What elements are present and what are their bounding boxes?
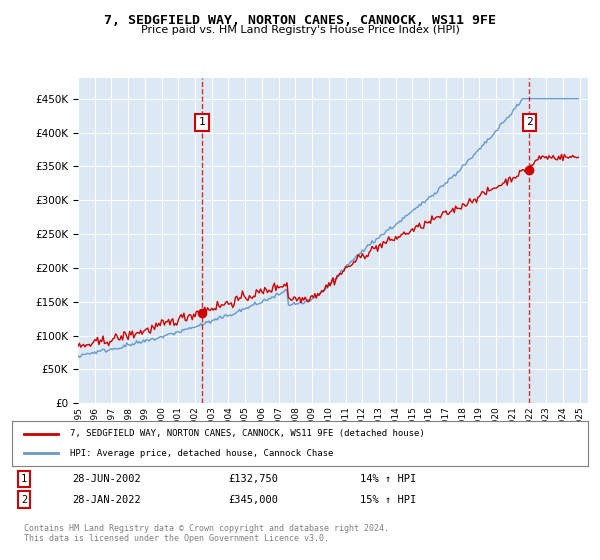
Text: 28-JAN-2022: 28-JAN-2022	[72, 494, 141, 505]
Text: 28-JUN-2002: 28-JUN-2002	[72, 474, 141, 484]
Text: 15% ↑ HPI: 15% ↑ HPI	[360, 494, 416, 505]
Text: Contains HM Land Registry data © Crown copyright and database right 2024.
This d: Contains HM Land Registry data © Crown c…	[24, 524, 389, 543]
Text: £132,750: £132,750	[228, 474, 278, 484]
Text: 1: 1	[21, 474, 27, 484]
Text: 2: 2	[526, 118, 533, 127]
Text: 2: 2	[21, 494, 27, 505]
Text: £345,000: £345,000	[228, 494, 278, 505]
Text: Price paid vs. HM Land Registry's House Price Index (HPI): Price paid vs. HM Land Registry's House …	[140, 25, 460, 35]
Text: 7, SEDGFIELD WAY, NORTON CANES, CANNOCK, WS11 9FE (detached house): 7, SEDGFIELD WAY, NORTON CANES, CANNOCK,…	[70, 429, 424, 438]
Text: HPI: Average price, detached house, Cannock Chase: HPI: Average price, detached house, Cann…	[70, 449, 333, 458]
Text: 1: 1	[199, 118, 205, 127]
Text: 7, SEDGFIELD WAY, NORTON CANES, CANNOCK, WS11 9FE: 7, SEDGFIELD WAY, NORTON CANES, CANNOCK,…	[104, 14, 496, 27]
Text: 14% ↑ HPI: 14% ↑ HPI	[360, 474, 416, 484]
